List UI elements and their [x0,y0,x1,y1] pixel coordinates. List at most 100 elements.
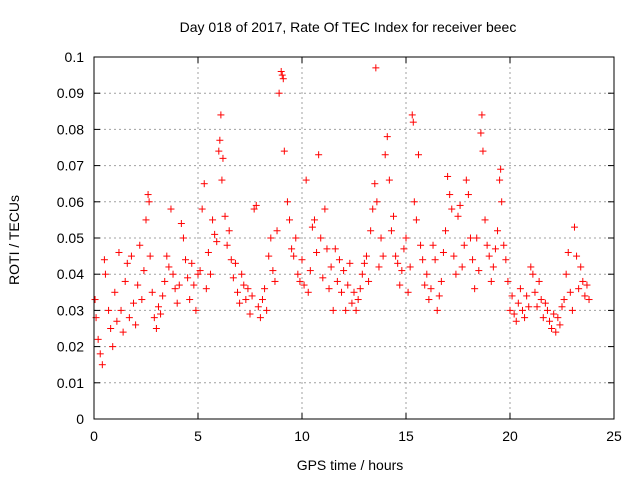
data-point [348,299,356,307]
data-point [144,191,152,199]
data-point [419,256,427,264]
data-point [496,176,504,184]
data-point [223,241,231,249]
data-point [310,216,318,224]
data-point [564,248,572,256]
data-point [101,270,109,278]
data-point [390,212,398,220]
data-point [244,285,252,293]
data-point [360,259,368,267]
data-point [219,154,227,162]
data-point [234,288,242,296]
data-point [283,198,291,206]
data-point [433,306,441,314]
data-point [425,296,433,304]
data-point [130,299,138,307]
data-point [190,281,198,289]
data-point [518,306,526,314]
data-point [402,234,410,242]
data-point [394,259,402,267]
data-point [385,176,393,184]
data-point [273,227,281,235]
data-point [460,241,468,249]
data-point [340,267,348,275]
data-point [342,306,350,314]
data-point [154,303,162,311]
data-point [302,176,310,184]
data-point [352,306,360,314]
data-point [377,234,385,242]
data-point [410,198,418,206]
data-point [288,245,296,253]
data-point [427,285,435,293]
data-point [236,299,244,307]
data-point [404,288,412,296]
data-point [94,335,102,343]
data-point [152,325,160,332]
data-point [256,314,264,322]
data-point [435,292,443,300]
data-point [446,191,454,199]
data-point [354,296,362,304]
y-tick-label: 0 [76,411,84,427]
data-point [473,234,481,242]
data-point [408,111,416,119]
x-tick-label: 15 [398,428,414,444]
data-point [204,248,212,256]
data-point [171,285,179,293]
data-point [570,223,578,231]
data-point [535,277,543,285]
data-point [429,241,437,249]
x-tick-label: 0 [90,428,98,444]
data-point [119,328,127,336]
data-point [331,245,339,253]
data-point [373,198,381,206]
data-point [136,241,144,249]
data-point [450,252,458,260]
data-point [275,89,283,97]
data-point [458,263,466,271]
data-point [579,277,587,285]
data-point [396,281,404,289]
data-point [508,292,516,300]
data-point [240,281,248,289]
data-point [464,191,472,199]
y-tick-label: 0.03 [57,302,84,318]
data-point [300,281,308,289]
data-point [537,296,545,304]
data-point [209,216,217,224]
data-point [471,285,479,293]
data-point [583,281,591,289]
data-point [552,328,560,336]
data-point [192,306,200,314]
data-point [238,270,246,278]
data-point [475,267,483,275]
data-point [367,227,375,235]
data-point [381,151,389,159]
data-point [221,212,229,220]
data-point [539,314,547,322]
data-point [248,292,256,300]
data-point [379,252,387,260]
data-point [554,314,562,322]
data-point [96,350,104,358]
data-point [375,263,383,271]
data-point [100,256,108,264]
data-point [115,248,123,256]
data-point [150,314,158,322]
data-point [531,288,539,296]
data-point [521,314,529,322]
y-tick-labels: 0 0.01 0.02 0.03 0.04 0.05 0.06 0.07 0.08 0.09 0.1 [57,49,84,427]
data-point [500,241,508,249]
data-points [91,64,593,369]
data-point [409,118,417,126]
data-point [325,285,333,293]
data-point [146,252,154,260]
data-point [132,321,140,329]
data-point [161,277,169,285]
data-point [267,234,275,242]
data-point [121,277,129,285]
data-point [350,288,358,296]
data-point [406,263,414,271]
data-point [134,281,142,289]
